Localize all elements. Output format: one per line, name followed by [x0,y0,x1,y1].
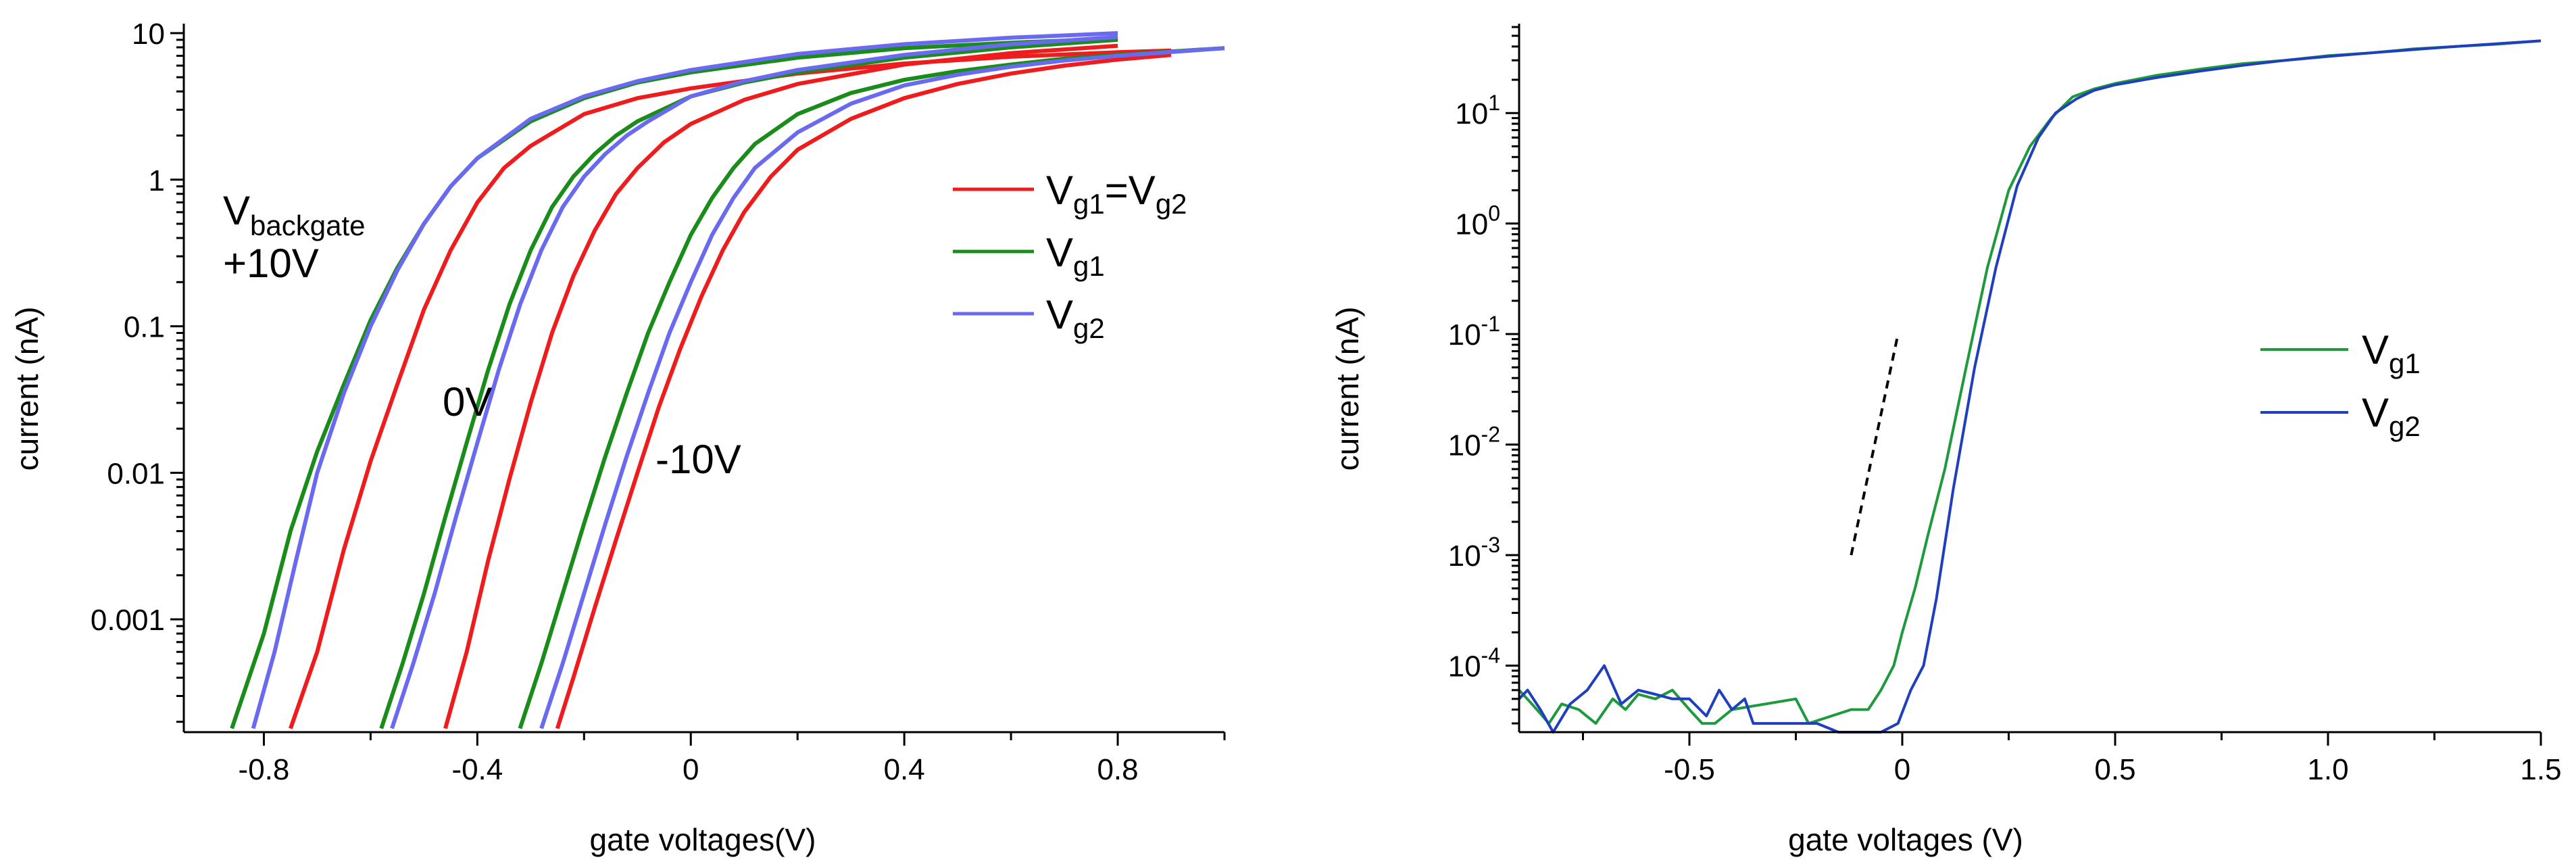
right-y-tick-label: 100 [1455,201,1500,241]
right-legend: Vg1 Vg2 [2260,327,2421,442]
right-x-tick-label: 1.0 [2307,753,2348,786]
right-y-tick-label: 10-1 [1448,312,1500,352]
left-series-line-0V-vg2 [390,34,1118,729]
right-x-axis-label: gate voltages (V) [1788,822,2023,857]
legend-label-vg2: Vg2 [1046,292,1105,344]
left-x-tick-label: 0 [683,753,699,786]
left-x-tick-label: 0.4 [884,753,925,786]
left-legend: Vg1=Vg2 Vg1 Vg2 [953,168,1187,344]
right-series-group [1518,39,2542,733]
left-x-tick-label: 0.8 [1097,753,1138,786]
annotation-backgate-0: 0V [443,379,492,425]
left-series-line-0V-vg1 [379,37,1118,729]
right-series-line-vg1 [1518,39,2542,725]
left-series-line-plus10V-vg2 [251,31,1118,729]
left-series-group [230,31,1225,729]
left-series-line-plus10V-vg1 [230,36,1118,729]
right-axes [1518,24,2541,733]
left-y-tick-label: 0.01 [107,457,165,490]
right-tick-group: -0.5 0 0.5 1.0 1.5 10-4 10-3 10-2 10-1 100 101 [1448,26,2562,786]
annotation-backgate-title: Vbackgate [223,188,366,241]
right-y-tick-label: 10-3 [1448,533,1500,573]
chart-left: -0.8 -0.4 0 0.4 0.8 0.001 0.01 0.1 1 10 gate volt… [9,18,1226,857]
left-y-axis-label: current (nA) [9,307,45,471]
right-series-line-vg2 [1518,39,2542,733]
right-x-tick-label: 0 [1894,753,1910,786]
right-x-tick-label: -0.5 [1664,753,1715,786]
left-series-line-minus10V-vg1-eq-vg2 [555,53,1172,729]
left-tick-group: -0.8 -0.4 0 0.4 0.8 0.001 0.01 0.1 1 10 [91,18,1226,786]
right-dashed-slope-line [1850,333,1900,556]
left-series-line-0V-vg1-eq-vg2 [443,43,1118,729]
left-axes [182,24,1224,733]
left-x-tick-label: -0.4 [451,753,503,786]
left-y-tick-label: 0.001 [91,604,165,637]
legend-label-right-vg2: Vg2 [2362,390,2421,442]
legend-label-vg1-eq-vg2: Vg1=Vg2 [1046,168,1187,220]
left-y-tick-label: 10 [132,18,165,51]
left-x-tick-label: -0.8 [239,753,290,786]
right-x-tick-label: 0.5 [2094,753,2135,786]
right-y-tick-label: 10-2 [1448,423,1500,462]
right-y-tick-label: 10-4 [1448,644,1500,683]
left-series-line-minus10V-vg2 [539,46,1225,729]
left-series-line-minus10V-vg1 [518,46,1225,729]
legend-label-right-vg1: Vg1 [2362,327,2421,379]
right-y-tick-label: 101 [1455,91,1500,130]
annotation-backgate-plus10: +10V [223,241,319,286]
left-x-axis-label: gate voltages(V) [590,822,816,857]
right-x-tick-label: 1.5 [2520,753,2561,786]
legend-label-vg1: Vg1 [1046,230,1105,282]
chart-right: -0.5 0 0.5 1.0 1.5 10-4 10-3 10-2 10-1 100 101 gat… [1330,24,2562,857]
left-y-tick-label: 1 [149,164,165,197]
left-y-tick-label: 0.1 [124,311,165,344]
right-y-axis-label: current (nA) [1330,307,1365,471]
annotation-backgate-minus10: -10V [655,437,741,482]
